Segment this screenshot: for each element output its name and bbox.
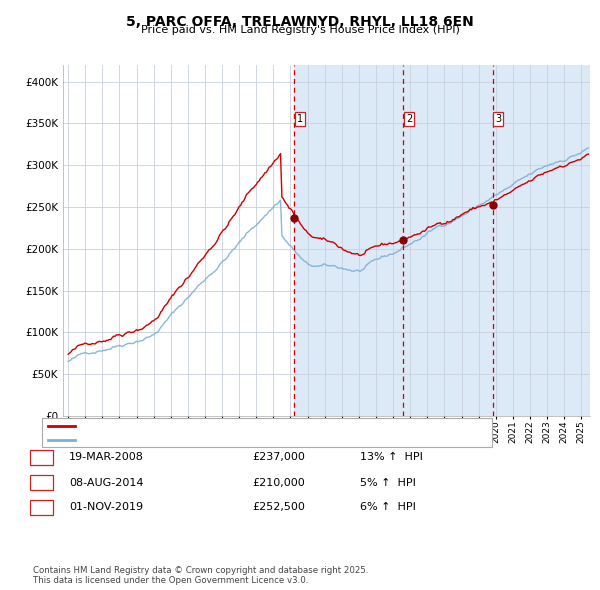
Text: £237,000: £237,000: [252, 453, 305, 462]
Text: Contains HM Land Registry data © Crown copyright and database right 2025.
This d: Contains HM Land Registry data © Crown c…: [33, 566, 368, 585]
Text: 5, PARC OFFA, TRELAWNYD, RHYL, LL18 6EN: 5, PARC OFFA, TRELAWNYD, RHYL, LL18 6EN: [126, 15, 474, 29]
Text: 2: 2: [38, 478, 45, 487]
Text: 01-NOV-2019: 01-NOV-2019: [69, 503, 143, 512]
Text: 6% ↑  HPI: 6% ↑ HPI: [360, 503, 416, 512]
Text: 1: 1: [38, 453, 45, 462]
Text: 5, PARC OFFA, TRELAWNYD, RHYL, LL18 6EN (detached house): 5, PARC OFFA, TRELAWNYD, RHYL, LL18 6EN …: [81, 421, 387, 431]
Text: 2: 2: [406, 114, 412, 124]
Text: 5% ↑  HPI: 5% ↑ HPI: [360, 478, 416, 487]
Text: 3: 3: [496, 114, 502, 124]
Text: 19-MAR-2008: 19-MAR-2008: [69, 453, 144, 462]
Bar: [294, 65, 590, 416]
Text: £210,000: £210,000: [252, 478, 305, 487]
Text: £252,500: £252,500: [252, 503, 305, 512]
Text: HPI: Average price, detached house, Flintshire: HPI: Average price, detached house, Flin…: [81, 435, 307, 444]
Text: 1: 1: [296, 114, 303, 124]
Text: Price paid vs. HM Land Registry's House Price Index (HPI): Price paid vs. HM Land Registry's House …: [140, 25, 460, 35]
Text: 08-AUG-2014: 08-AUG-2014: [69, 478, 143, 487]
Text: 3: 3: [38, 503, 45, 512]
Text: 13% ↑  HPI: 13% ↑ HPI: [360, 453, 423, 462]
